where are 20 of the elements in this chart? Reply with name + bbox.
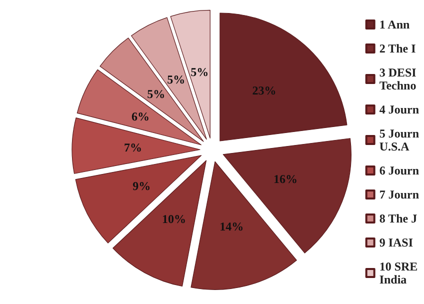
data-label: 23% — [252, 84, 276, 98]
legend-label: 5 Journ U.S.A — [379, 126, 420, 154]
data-label: 5% — [167, 72, 186, 87]
data-label: 14% — [220, 220, 244, 234]
data-label: 5% — [190, 64, 209, 79]
data-label: 6% — [132, 109, 150, 124]
legend-label: 1 Ann — [379, 18, 410, 32]
data-label: 9% — [132, 178, 151, 193]
legend-label: 9 IASI — [379, 236, 414, 250]
legend-label: 4 Journ — [379, 102, 420, 116]
data-label: 7% — [124, 140, 142, 155]
data-label: 10% — [162, 212, 186, 226]
legend-label: 10 SRE India — [379, 260, 418, 286]
legend-label: 6 Journ — [379, 164, 420, 178]
legend-label: 7 Journ — [379, 188, 420, 202]
data-label: 16% — [273, 172, 298, 186]
data-label: 5% — [147, 87, 166, 102]
legend-label: 8 The J — [379, 212, 418, 226]
legend-label: 2 The I — [379, 42, 416, 56]
legend-label: 3 DESI Techno — [379, 66, 417, 92]
